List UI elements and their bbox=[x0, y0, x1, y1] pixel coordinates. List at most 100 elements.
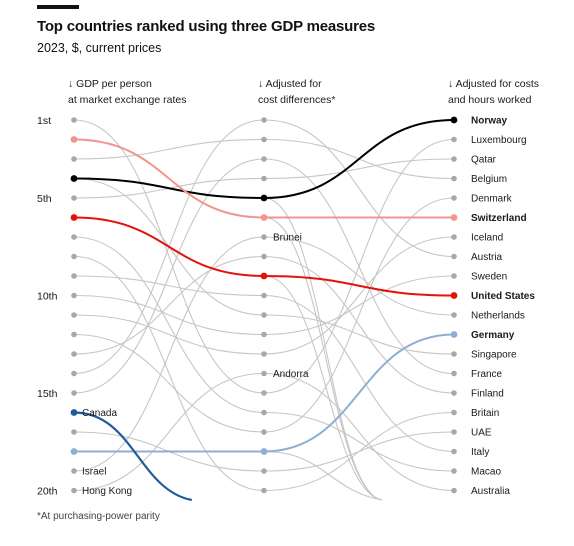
grey-link bbox=[73, 236, 265, 472]
highlight-dot bbox=[450, 116, 458, 124]
labels: 1st 5th 10th 15th 20th Canada Israel Hong Kong B… bbox=[37, 115, 535, 498]
grey-link bbox=[263, 119, 455, 258]
grey-link bbox=[263, 372, 455, 492]
rank-dot bbox=[261, 409, 267, 416]
highlight-line-switzerland bbox=[73, 138, 454, 219]
rank-dot bbox=[451, 487, 457, 494]
country-label: United States bbox=[471, 291, 535, 302]
column-header-line: cost differences* bbox=[258, 94, 336, 106]
highlight-dot bbox=[450, 214, 458, 221]
country-label: Canada bbox=[82, 408, 117, 419]
highlight-dot bbox=[260, 272, 268, 280]
rank-dot bbox=[451, 175, 457, 182]
country-label: Australia bbox=[471, 486, 510, 497]
grey-link bbox=[263, 197, 455, 433]
grey-link bbox=[73, 333, 265, 433]
country-label: Germany bbox=[471, 330, 515, 341]
rank-dot bbox=[451, 312, 457, 318]
rank-dot bbox=[261, 175, 267, 182]
rank-dots bbox=[70, 116, 458, 494]
country-label: Qatar bbox=[471, 155, 497, 166]
country-label: Andorra bbox=[273, 369, 309, 380]
rank-dot bbox=[71, 429, 77, 435]
column-header-line: ↓ GDP per person bbox=[68, 78, 152, 90]
highlight-dot bbox=[450, 292, 458, 299]
rank-dot bbox=[261, 292, 267, 299]
rank-dot bbox=[451, 409, 457, 416]
grey-link bbox=[263, 275, 455, 336]
country-label: Macao bbox=[471, 467, 501, 478]
highlight-line-canada bbox=[73, 411, 193, 502]
rank-label: 1st bbox=[37, 115, 51, 127]
rank-dot bbox=[71, 351, 77, 357]
rank-dot bbox=[451, 351, 457, 357]
country-label: Netherlands bbox=[471, 311, 525, 322]
rank-dot bbox=[261, 156, 267, 162]
rank-dot bbox=[261, 312, 267, 318]
grey-link bbox=[263, 275, 382, 501]
grey-link bbox=[73, 236, 265, 414]
rank-dot bbox=[451, 468, 457, 474]
country-label: Sweden bbox=[471, 272, 507, 283]
chart-subtitle: 2023, $, current prices bbox=[37, 41, 162, 55]
rank-dot bbox=[261, 136, 267, 143]
rank-dot bbox=[451, 273, 457, 279]
rank-dot bbox=[71, 156, 77, 162]
column-header-hours-adjusted: ↓ Adjusted for costs and hours worked bbox=[448, 76, 539, 108]
country-label: Belgium bbox=[471, 174, 507, 185]
chart-title: Top countries ranked using three GDP mea… bbox=[37, 18, 376, 35]
column-header-line: and hours worked bbox=[448, 94, 532, 106]
rank-label: 20th bbox=[37, 486, 58, 498]
country-label: Finland bbox=[471, 389, 504, 400]
grey-link bbox=[263, 411, 455, 472]
country-label: Iceland bbox=[471, 233, 503, 244]
highlight-dot bbox=[450, 331, 458, 338]
country-label: Britain bbox=[471, 408, 499, 419]
rank-dot bbox=[71, 468, 77, 474]
rank-dot bbox=[451, 390, 457, 396]
grey-link bbox=[73, 255, 265, 492]
rank-dot bbox=[451, 253, 457, 260]
column-header-market-rates: ↓ GDP per person at market exchange rate… bbox=[68, 76, 186, 108]
grey-link bbox=[263, 236, 455, 355]
grey-link bbox=[263, 411, 455, 492]
rank-dot bbox=[71, 253, 77, 260]
rank-dot bbox=[71, 370, 77, 377]
rank-dot bbox=[451, 234, 457, 240]
rank-label: 15th bbox=[37, 388, 58, 400]
highlight-dot bbox=[260, 448, 268, 455]
grey-link bbox=[73, 314, 265, 355]
country-label: UAE bbox=[471, 428, 492, 439]
country-label: Italy bbox=[471, 447, 489, 458]
rank-dot bbox=[451, 195, 457, 201]
country-label: Israel bbox=[82, 467, 106, 478]
rank-dot bbox=[261, 487, 267, 494]
grey-link bbox=[263, 158, 455, 180]
country-label: Austria bbox=[471, 252, 503, 263]
top-accent-bar bbox=[37, 5, 79, 9]
country-label: Hong Kong bbox=[82, 486, 132, 497]
highlight-dot bbox=[260, 194, 268, 202]
grey-link bbox=[73, 158, 265, 394]
column-header-line: at market exchange rates bbox=[68, 94, 187, 106]
rank-dot bbox=[71, 117, 77, 123]
rank-dot bbox=[261, 429, 267, 435]
highlight-dot bbox=[260, 214, 268, 221]
country-label: Singapore bbox=[471, 350, 517, 361]
rank-dot bbox=[261, 234, 267, 240]
rank-dot bbox=[261, 253, 267, 260]
highlight-dot bbox=[70, 214, 78, 221]
rank-dot bbox=[261, 390, 267, 396]
footnote: *At purchasing-power parity bbox=[37, 511, 160, 522]
grey-link bbox=[263, 255, 455, 394]
grey-link bbox=[263, 314, 455, 355]
rank-dot bbox=[451, 429, 457, 435]
highlight-dot bbox=[70, 409, 78, 416]
rank-dot bbox=[451, 448, 457, 455]
grey-link bbox=[73, 294, 265, 336]
grey-link bbox=[263, 236, 455, 316]
country-label: Norway bbox=[471, 116, 508, 127]
highlight-dot bbox=[70, 136, 78, 143]
rank-dot bbox=[261, 117, 267, 123]
